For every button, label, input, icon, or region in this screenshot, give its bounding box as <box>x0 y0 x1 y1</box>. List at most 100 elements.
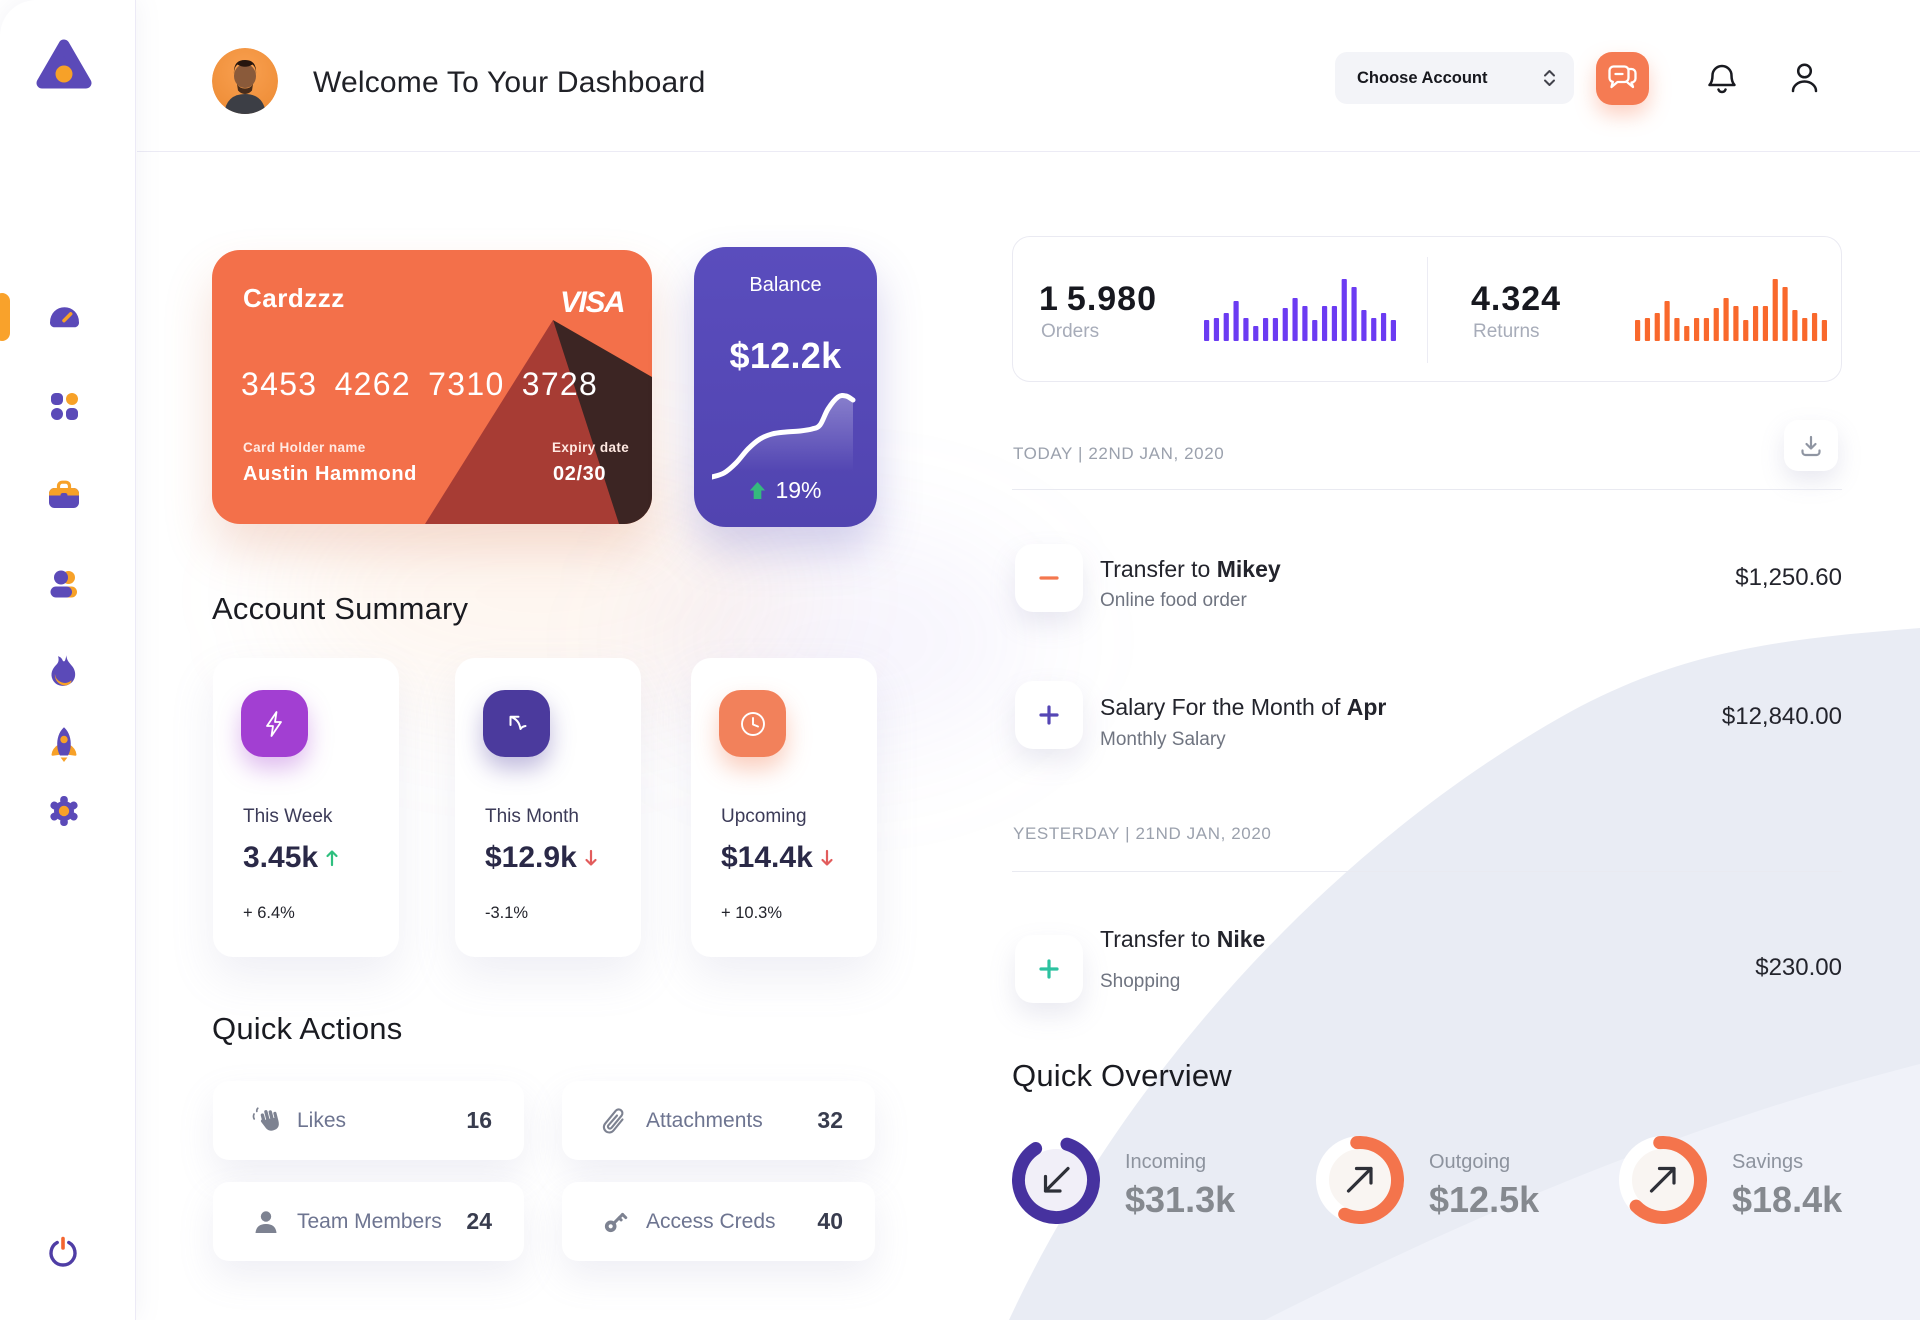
credit-card[interactable]: Cardzzz VISA 3453 4262 7310 3728 Card Ho… <box>212 250 652 524</box>
card-number: 3453 4262 7310 3728 <box>241 366 599 402</box>
summary-label: Upcoming <box>721 806 807 827</box>
outgoing-donut <box>1316 1136 1404 1224</box>
card-holder-label: Card Holder name <box>243 440 366 455</box>
quick-action-likes[interactable]: Likes 16 <box>213 1081 524 1160</box>
quick-action-count: 32 <box>817 1107 843 1133</box>
user-icon <box>50 570 77 598</box>
transaction-row[interactable]: Transfer to Mikey Online food order $1,2… <box>1015 544 1842 612</box>
balance-amount: $12.2k <box>729 335 842 376</box>
tx-divider <box>1012 871 1842 872</box>
page-title: Welcome To Your Dashboard <box>313 66 706 99</box>
tx-amount: $230.00 <box>1755 954 1842 981</box>
app-logo[interactable] <box>35 38 93 92</box>
trend-down-icon <box>585 849 597 866</box>
tx-date-today: TODAY | 22ND JAN, 2020 <box>1013 444 1225 463</box>
sidebar-item-launch[interactable] <box>46 726 82 762</box>
summary-value: 3.45k <box>243 841 339 875</box>
tx-subtitle: Monthly Salary <box>1100 729 1226 750</box>
tx-subtitle: Shopping <box>1100 971 1181 992</box>
balance-change: 19% <box>694 477 877 504</box>
overview-value: $12.5k <box>1429 1179 1540 1220</box>
overview-label: Outgoing <box>1429 1151 1511 1173</box>
sidebar-item-dashboard[interactable] <box>46 299 82 335</box>
tx-title: Transfer to Mikey <box>1100 556 1281 582</box>
orders-value: 15.980 <box>1039 280 1158 318</box>
summary-card-upcoming[interactable]: Upcoming $14.4k + 10.3% <box>691 658 877 957</box>
summary-label: This Month <box>485 806 579 827</box>
transaction-row[interactable]: Transfer to Nike Shopping $230.00 <box>1015 926 1842 1003</box>
orders-bar-chart <box>1204 279 1396 341</box>
summary-value: $12.9k <box>485 841 598 875</box>
briefcase-icon <box>49 480 79 508</box>
sidebar-item-apps[interactable] <box>46 388 82 424</box>
quick-action-team-members[interactable]: Team Members 24 <box>213 1182 524 1261</box>
sidebar-item-profile[interactable] <box>46 566 82 602</box>
account-select-value: Choose Account <box>1357 68 1488 87</box>
avatar[interactable] <box>212 48 278 114</box>
account-summary-title: Account Summary <box>212 591 469 626</box>
quick-action-label: Access Creds <box>646 1209 776 1233</box>
power-icon[interactable] <box>47 1236 79 1270</box>
trend-down-icon <box>821 849 833 866</box>
card-expiry: 02/30 <box>553 463 607 485</box>
download-button[interactable] <box>1784 420 1838 471</box>
summary-delta: -3.1% <box>485 904 529 922</box>
quick-action-count: 40 <box>817 1208 843 1234</box>
balance-change-value: 19% <box>775 477 822 503</box>
orders-returns-card: 15.980 Orders 4.324 Returns <box>1012 236 1842 382</box>
download-icon <box>1801 435 1821 456</box>
clap-icon <box>251 1106 281 1136</box>
visa-logo: VISA <box>559 286 626 319</box>
quick-action-count: 16 <box>466 1107 492 1133</box>
tx-title: Salary For the Month of Apr <box>1100 694 1387 720</box>
quick-action-label: Attachments <box>646 1108 763 1132</box>
overview-label: Incoming <box>1125 1151 1207 1173</box>
tx-title: Transfer to Nike <box>1100 926 1266 952</box>
clock-icon <box>719 690 786 757</box>
quick-action-label: Likes <box>297 1108 347 1132</box>
select-arrows-icon <box>1544 70 1555 86</box>
tx-subtitle: Online food order <box>1100 590 1247 611</box>
lightning-icon <box>241 690 308 757</box>
rocket-icon <box>51 727 77 762</box>
summary-card-this-week[interactable]: This Week 3.45k + 6.4% <box>213 658 399 957</box>
returns-bar-chart <box>1635 279 1827 341</box>
tx-plus-icon <box>1015 935 1083 1003</box>
balance-label: Balance <box>749 274 822 296</box>
quick-action-access-creds[interactable]: Access Creds 40 <box>562 1182 875 1261</box>
overview-label: Savings <box>1732 1151 1804 1173</box>
quick-actions-title: Quick Actions <box>212 1011 403 1046</box>
profile-user-icon[interactable] <box>1790 62 1819 93</box>
paperclip-icon <box>600 1106 630 1136</box>
credit-card-art <box>425 320 652 524</box>
card-expiry-label: Expiry date <box>552 440 630 455</box>
quick-action-attachments[interactable]: Attachments 32 <box>562 1081 875 1160</box>
tx-plus-icon <box>1015 681 1083 749</box>
notifications-bell-icon[interactable] <box>1707 62 1737 94</box>
speedometer-icon <box>49 306 79 327</box>
member-icon <box>251 1207 281 1237</box>
tx-amount: $12,840.00 <box>1721 703 1842 730</box>
summary-value: $14.4k <box>721 841 834 875</box>
stats-divider <box>1427 257 1428 363</box>
overview-value: $18.4k <box>1732 1179 1843 1220</box>
transaction-row[interactable]: Salary For the Month of Apr Monthly Sala… <box>1015 681 1842 750</box>
sidebar-item-activity[interactable] <box>46 654 82 690</box>
avatar-image <box>212 48 278 114</box>
apps-grid-icon <box>51 393 78 420</box>
summary-label: This Week <box>243 806 333 827</box>
account-select[interactable]: Choose Account <box>1335 52 1574 104</box>
arrow-up-icon <box>750 482 766 499</box>
sidebar-item-briefcase[interactable] <box>46 477 82 513</box>
tx-amount: $1,250.60 <box>1735 564 1842 591</box>
flame-icon <box>51 655 76 686</box>
balance-card[interactable]: Balance $12.2k 19% <box>694 247 877 527</box>
summary-delta: + 6.4% <box>243 904 295 922</box>
header-divider <box>137 151 1920 152</box>
summary-card-this-month[interactable]: This Month $12.9k -3.1% <box>455 658 641 957</box>
messages-button[interactable] <box>1596 52 1649 105</box>
sidebar-item-settings[interactable] <box>46 793 82 829</box>
quick-action-count: 24 <box>466 1208 492 1234</box>
quick-overview-title: Quick Overview <box>1012 1058 1232 1093</box>
